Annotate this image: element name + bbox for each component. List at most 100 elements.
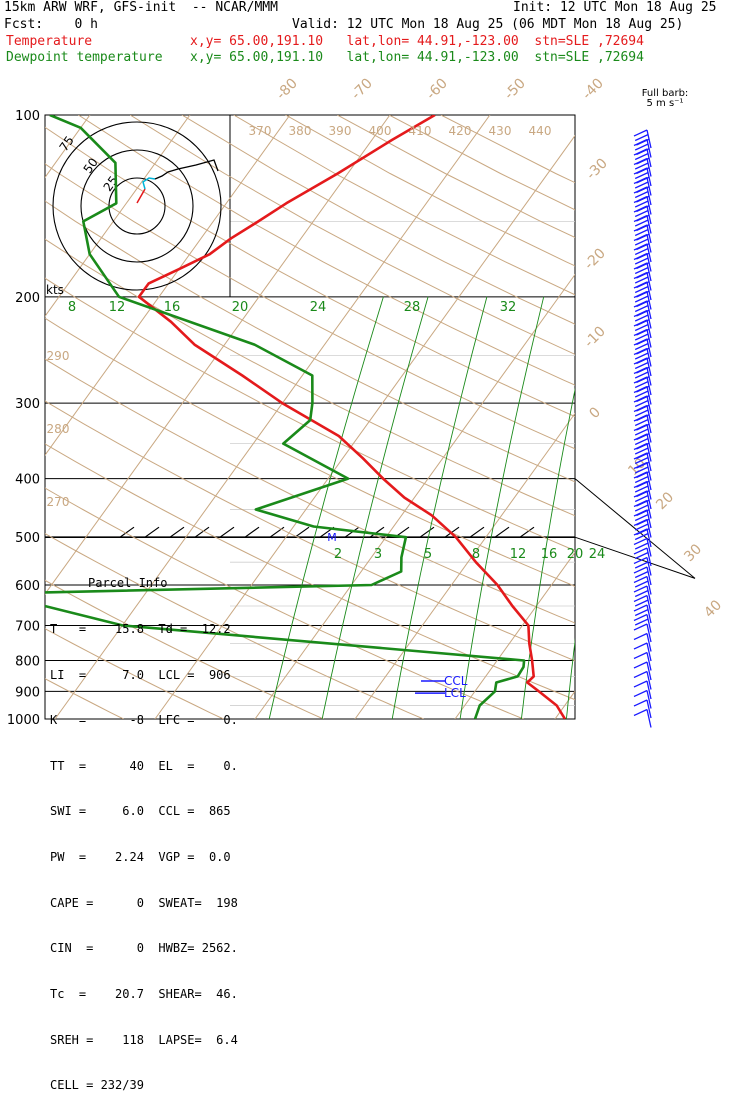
wind-barb-flag bbox=[634, 285, 649, 294]
wind-barb-flag bbox=[634, 171, 649, 180]
wind-barb-flag bbox=[633, 433, 648, 441]
wind-barb bbox=[646, 528, 652, 548]
wind-barb-flag bbox=[633, 699, 648, 707]
isotherm-label--50: -50 bbox=[501, 75, 528, 102]
wind-barb-flag bbox=[633, 661, 648, 669]
dry-adiabat-line bbox=[440, 115, 575, 184]
wind-barb-flag bbox=[633, 281, 648, 289]
wind-barb-flag bbox=[634, 295, 649, 303]
wind-barb-flag bbox=[634, 133, 649, 142]
wind-barb-flag bbox=[634, 475, 649, 484]
freezing-hatch bbox=[419, 526, 435, 538]
mixing-ratio-line bbox=[680, 297, 726, 719]
wind-barb bbox=[646, 595, 652, 614]
theta-label-400: 400 bbox=[369, 124, 392, 138]
wind-barb-flag bbox=[633, 176, 648, 185]
pressure-label-800: 800 bbox=[15, 654, 40, 669]
dry-adiabat-line bbox=[78, 115, 575, 386]
wind-barb-flag bbox=[633, 613, 648, 622]
wind-barb-flag bbox=[633, 423, 648, 432]
dry-adiabat-line bbox=[45, 358, 575, 624]
mixing-ratio-label-12: 12 bbox=[109, 300, 126, 315]
dry-adiabat-line bbox=[45, 163, 575, 450]
dry-adiabat-line bbox=[45, 126, 575, 418]
wind-barb-flag bbox=[633, 575, 648, 584]
theta-label-270: 270 bbox=[47, 495, 70, 509]
sidebar-diagonal bbox=[574, 478, 696, 579]
wind-barb-flag bbox=[634, 304, 649, 313]
wind-barb-flag bbox=[633, 404, 648, 413]
wind-barb bbox=[646, 690, 652, 709]
temperature-legend-label: Temperature bbox=[6, 34, 93, 49]
wind-barb-flag bbox=[634, 181, 649, 189]
wind-barb-flag bbox=[633, 594, 648, 603]
wind-barb-flag bbox=[634, 352, 649, 360]
wind-barb-flag bbox=[633, 604, 648, 612]
pressure-label-100: 100 bbox=[15, 109, 40, 124]
parcel-line-1: T = 15.8 Td = 12.2 bbox=[50, 622, 231, 637]
hodograph-ring bbox=[108, 177, 166, 235]
freezing-hatch bbox=[169, 526, 185, 538]
barb-legend-value: 5 m s⁻¹ bbox=[647, 98, 684, 109]
wind-barb-flag bbox=[633, 376, 648, 384]
pressure-label-300: 300 bbox=[15, 397, 40, 412]
pressure-label-600: 600 bbox=[15, 579, 40, 594]
parcel-line-6: PW = 2.24 VGP = 0.0 bbox=[50, 850, 231, 865]
dry-adiabat-line bbox=[45, 317, 575, 587]
wind-barb-flag bbox=[633, 528, 648, 536]
hodograph-ring-label-50: 50 bbox=[81, 155, 101, 176]
freezing-hatch bbox=[269, 526, 285, 538]
isotherm-label--60: -60 bbox=[423, 75, 450, 102]
wind-barb-flag bbox=[633, 366, 648, 375]
parcel-info-box: Parcel Info T = 15.8 Td = 12.2 LI = 7.0 … bbox=[50, 546, 238, 1109]
wind-barb-flag bbox=[634, 257, 649, 265]
wind-barb bbox=[646, 680, 652, 700]
wind-barb-flag bbox=[633, 452, 648, 460]
parcel-line-2: LI = 7.0 LCL = 906 bbox=[50, 667, 231, 682]
wind-barb-flag bbox=[634, 390, 649, 398]
wind-barb-flag bbox=[634, 599, 649, 607]
wind-barb-flag bbox=[633, 129, 648, 137]
temperature-legend-info: x,y= 65.00,191.10 lat,lon= 44.91,-123.00… bbox=[190, 34, 644, 49]
freezing-hatch bbox=[294, 526, 310, 538]
model-title: 15km ARW WRF, GFS-init -- NCAR/MMM bbox=[4, 0, 278, 15]
wind-barb-flag bbox=[634, 361, 649, 370]
init-time: Init: 12 UTC Mon 18 Aug 25 bbox=[513, 0, 717, 15]
wind-barb-flag bbox=[633, 338, 648, 346]
parcel-line-3: K = -8 LFC = 0. bbox=[50, 713, 238, 728]
wind-barb-flag bbox=[634, 333, 649, 341]
wind-barb bbox=[646, 633, 652, 652]
wind-barb-flag bbox=[633, 708, 648, 717]
wind-barb-flag bbox=[634, 152, 649, 161]
isotherm-label-20: 20 bbox=[653, 489, 677, 513]
wind-barb-flag bbox=[634, 276, 649, 284]
wind-barb-flag bbox=[633, 547, 648, 555]
parcel-line-10: SREH = 118 LAPSE= 6.4 bbox=[50, 1032, 238, 1047]
isotherm-label-30: 30 bbox=[681, 541, 705, 565]
wind-barb bbox=[646, 709, 652, 728]
wind-barb-flag bbox=[633, 262, 648, 270]
isotherm-line bbox=[254, 273, 575, 719]
hodograph-ring bbox=[80, 149, 194, 263]
wind-barb-flag bbox=[633, 319, 648, 327]
wind-barb-flag bbox=[633, 186, 648, 194]
wind-barb-flag bbox=[633, 233, 648, 242]
isotherm-label-40: 40 bbox=[701, 597, 725, 621]
wind-barb-flag bbox=[633, 585, 648, 593]
wind-barb-flag bbox=[634, 418, 649, 427]
mixing-ratio-label-8: 8 bbox=[472, 547, 480, 562]
mixing-ratio-line bbox=[520, 387, 575, 719]
isotherm-label--30: -30 bbox=[583, 155, 610, 182]
hodograph-ring bbox=[52, 121, 222, 291]
wind-barb-flag bbox=[634, 466, 649, 474]
wind-barb-flag bbox=[634, 219, 649, 227]
hodograph-ring-label-25: 25 bbox=[101, 173, 121, 194]
mixing-ratio-label-20: 20 bbox=[567, 547, 584, 562]
wind-barb bbox=[646, 671, 652, 690]
parcel-line-7: CAPE = 0 SWEAT= 198 bbox=[50, 895, 238, 910]
wind-barb-flag bbox=[633, 347, 648, 356]
wind-barb-flag bbox=[633, 271, 648, 280]
wind-barb-flag bbox=[633, 243, 648, 251]
theta-label-380: 380 bbox=[289, 124, 312, 138]
